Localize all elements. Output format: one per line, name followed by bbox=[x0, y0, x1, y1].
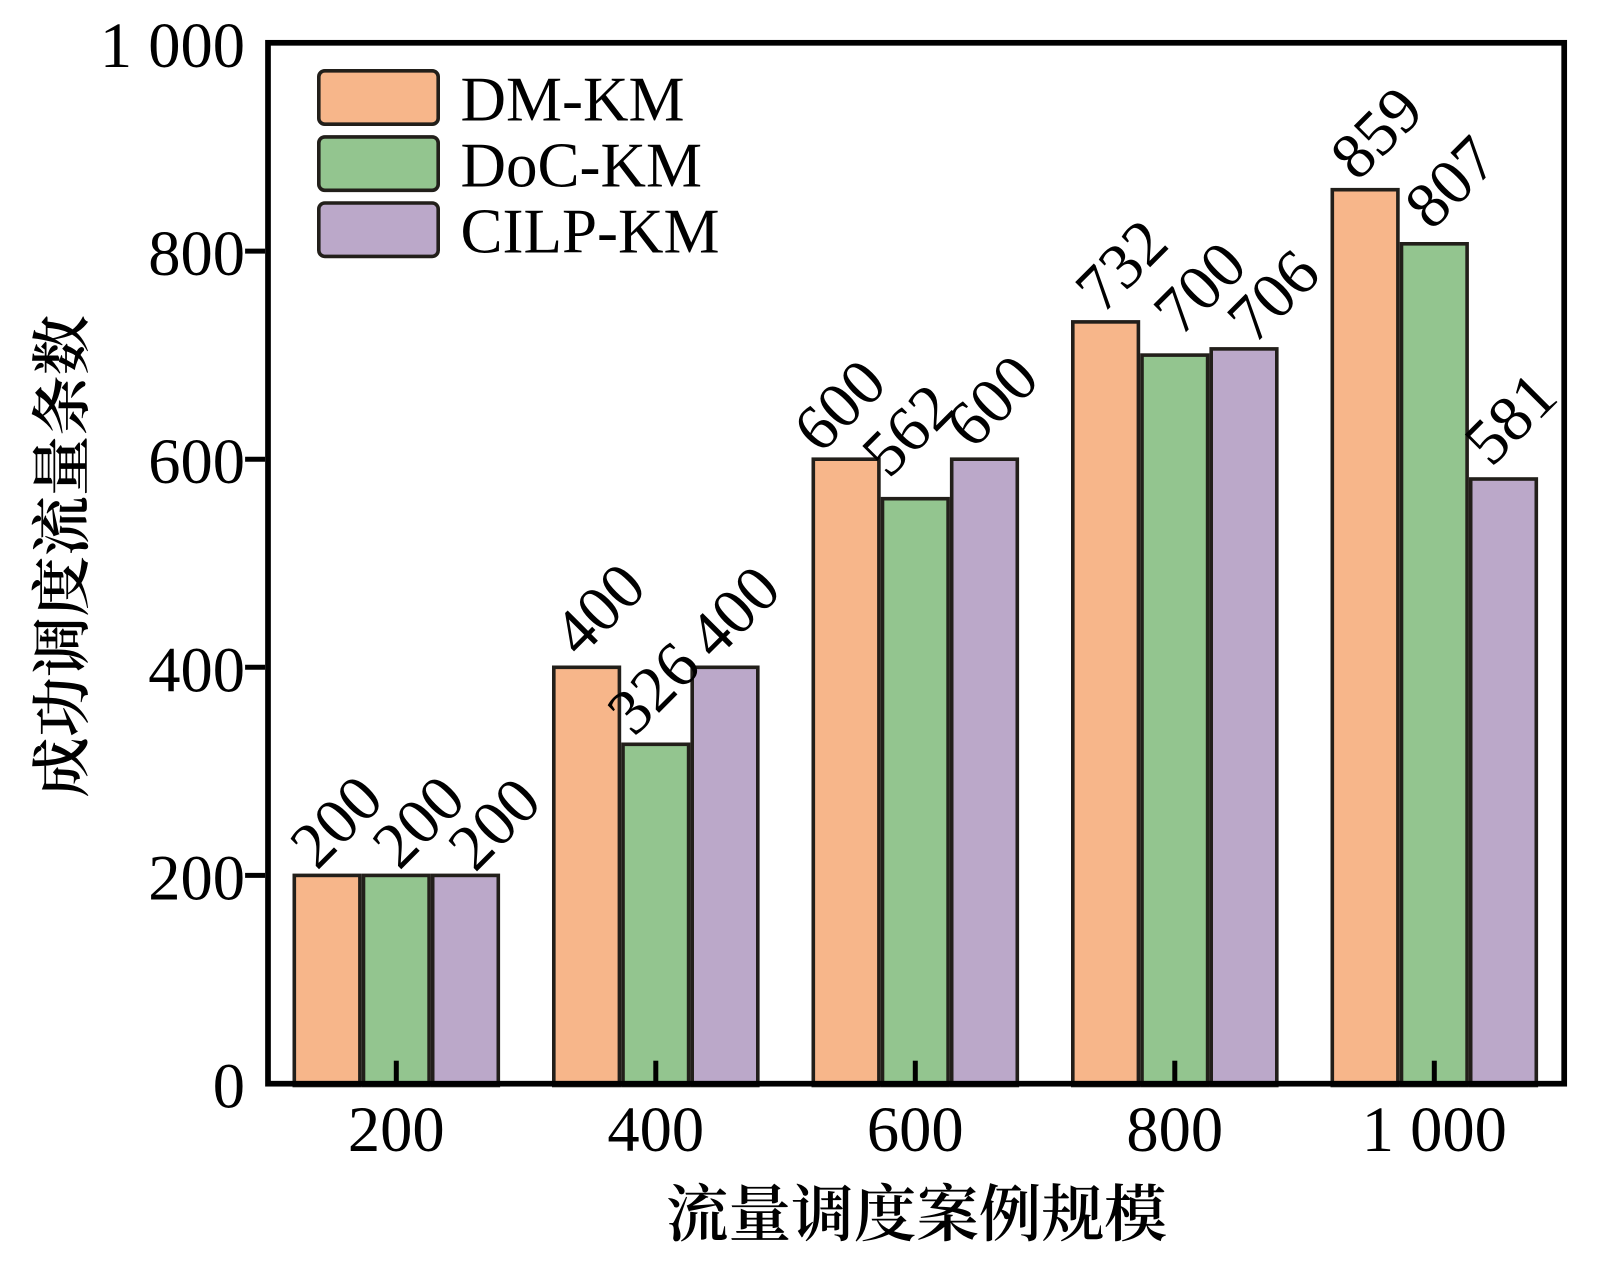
svg-text:1 000: 1 000 bbox=[1362, 1094, 1507, 1165]
svg-text:400: 400 bbox=[148, 634, 245, 705]
svg-text:DM-KM: DM-KM bbox=[461, 64, 685, 134]
svg-text:800: 800 bbox=[148, 218, 245, 289]
svg-text:400: 400 bbox=[607, 1094, 704, 1165]
svg-text:600: 600 bbox=[148, 426, 245, 497]
svg-text:CILP-KM: CILP-KM bbox=[461, 197, 720, 267]
svg-text:1 000: 1 000 bbox=[100, 10, 245, 81]
svg-text:600: 600 bbox=[867, 1094, 964, 1165]
svg-text:200: 200 bbox=[348, 1094, 445, 1165]
svg-text:800: 800 bbox=[1126, 1094, 1223, 1165]
svg-text:0: 0 bbox=[213, 1051, 245, 1122]
svg-text:DoC-KM: DoC-KM bbox=[461, 131, 703, 201]
svg-text:200: 200 bbox=[148, 842, 245, 913]
